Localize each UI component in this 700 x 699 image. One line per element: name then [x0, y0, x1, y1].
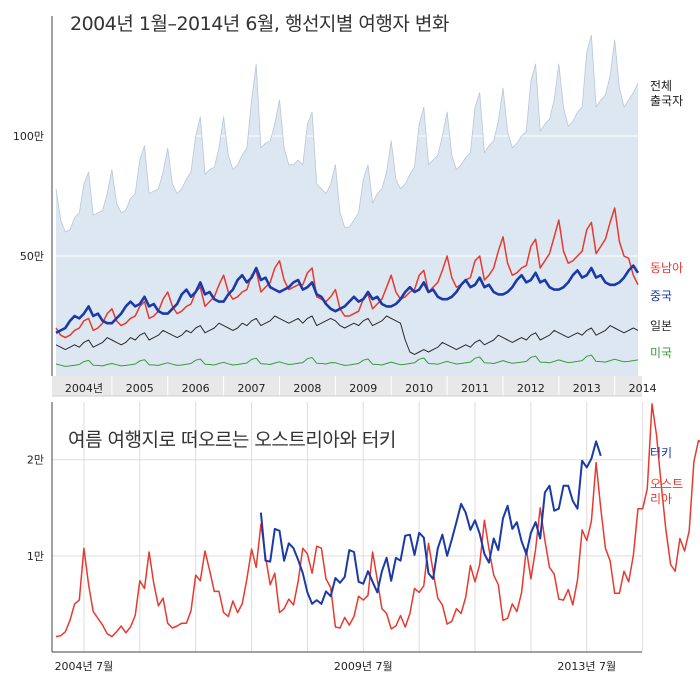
chart1-x-tick-label: 2005 — [126, 382, 154, 395]
chart1-line-series-4 — [55, 354, 639, 367]
chart1-x-tick-label: 2010 — [405, 382, 433, 395]
chart1-x-tick-label: 2008 — [293, 382, 321, 395]
chart1-x-tick-label: 2012 — [517, 382, 545, 395]
chart1-x-tick-label: 2011 — [461, 382, 489, 395]
chart1-y-tick-label: 100만 — [13, 130, 44, 143]
chart2-line-series-0 — [259, 440, 602, 605]
chart1-legend-series-2: 중국 — [650, 289, 672, 303]
chart2-y-ticks: 1만 2만 — [27, 454, 44, 563]
chart1-title: 2004년 1월–2014년 6월, 행선지별 여행자 변화 — [70, 13, 449, 35]
chart1-x-tick-label: 2004년 — [65, 382, 103, 395]
chart1-y-tick-label: 50만 — [20, 250, 44, 263]
chart1-x-band — [52, 376, 642, 396]
chart1-line-series-0 — [55, 34, 639, 233]
chart2-legend-series-0: 터키 — [650, 446, 672, 460]
chart2-legend-series-1: 오스트 — [650, 477, 683, 491]
chart1-x-tick-label: 2009 — [349, 382, 377, 395]
chart2-x-tick-label: 2004년 7월 — [55, 660, 114, 673]
chart1-x-tick-label: 2007 — [238, 382, 266, 395]
chart1-line-series-1 — [55, 207, 639, 339]
chart1-legend-series-3: 일본 — [650, 319, 672, 333]
chart1-x-tick-label: 2013 — [573, 382, 601, 395]
chart1-y-ticks: 50만 100만 — [13, 130, 44, 263]
chart2-legend-series-1: 리아 — [650, 492, 672, 506]
chart1-line-series-2 — [55, 264, 640, 334]
chart1-legend-series-0: 전체 — [650, 79, 672, 93]
chart2-x-ticks: 2004년 7월 2009년 7월 2013년 7월 — [55, 660, 617, 673]
chart1-legend-series-4: 미국 — [650, 346, 672, 360]
chart1-legend-series-0: 출국자 — [650, 94, 683, 108]
chart2-x-tick-label: 2013년 7월 — [557, 660, 616, 673]
chart1-line-series-3 — [55, 315, 639, 355]
chart1-legend-series-1: 동남아 — [650, 261, 683, 275]
chart2-title: 여름 여행지로 떠오르는 오스트리아와 터키 — [68, 429, 396, 451]
chart2: 2004년 7월 2009년 7월 2013년 7월 1만 2만 여름 여행지로 떠오… — [27, 402, 700, 673]
chart2-y-tick-label: 1만 — [27, 550, 44, 563]
chart2-x-tick-label: 2009년 7월 — [334, 660, 393, 673]
chart1: 2004년 2005 2006 2007 2008 2009 2010 2011 2012 201… — [13, 13, 683, 396]
chart1-x-tick-label: 2006 — [182, 382, 210, 395]
chart2-y-tick-label: 2만 — [27, 454, 44, 467]
chart1-grid — [52, 135, 642, 257]
chart1-x-tick-label: 2014 — [629, 382, 657, 395]
chart1-lines — [55, 34, 640, 367]
chart2-line-series-1 — [55, 403, 700, 638]
chart1-x-ticks: 2004년 2005 2006 2007 2008 2009 2010 2011 2012 201… — [65, 376, 657, 396]
chart2-lines — [55, 403, 700, 638]
